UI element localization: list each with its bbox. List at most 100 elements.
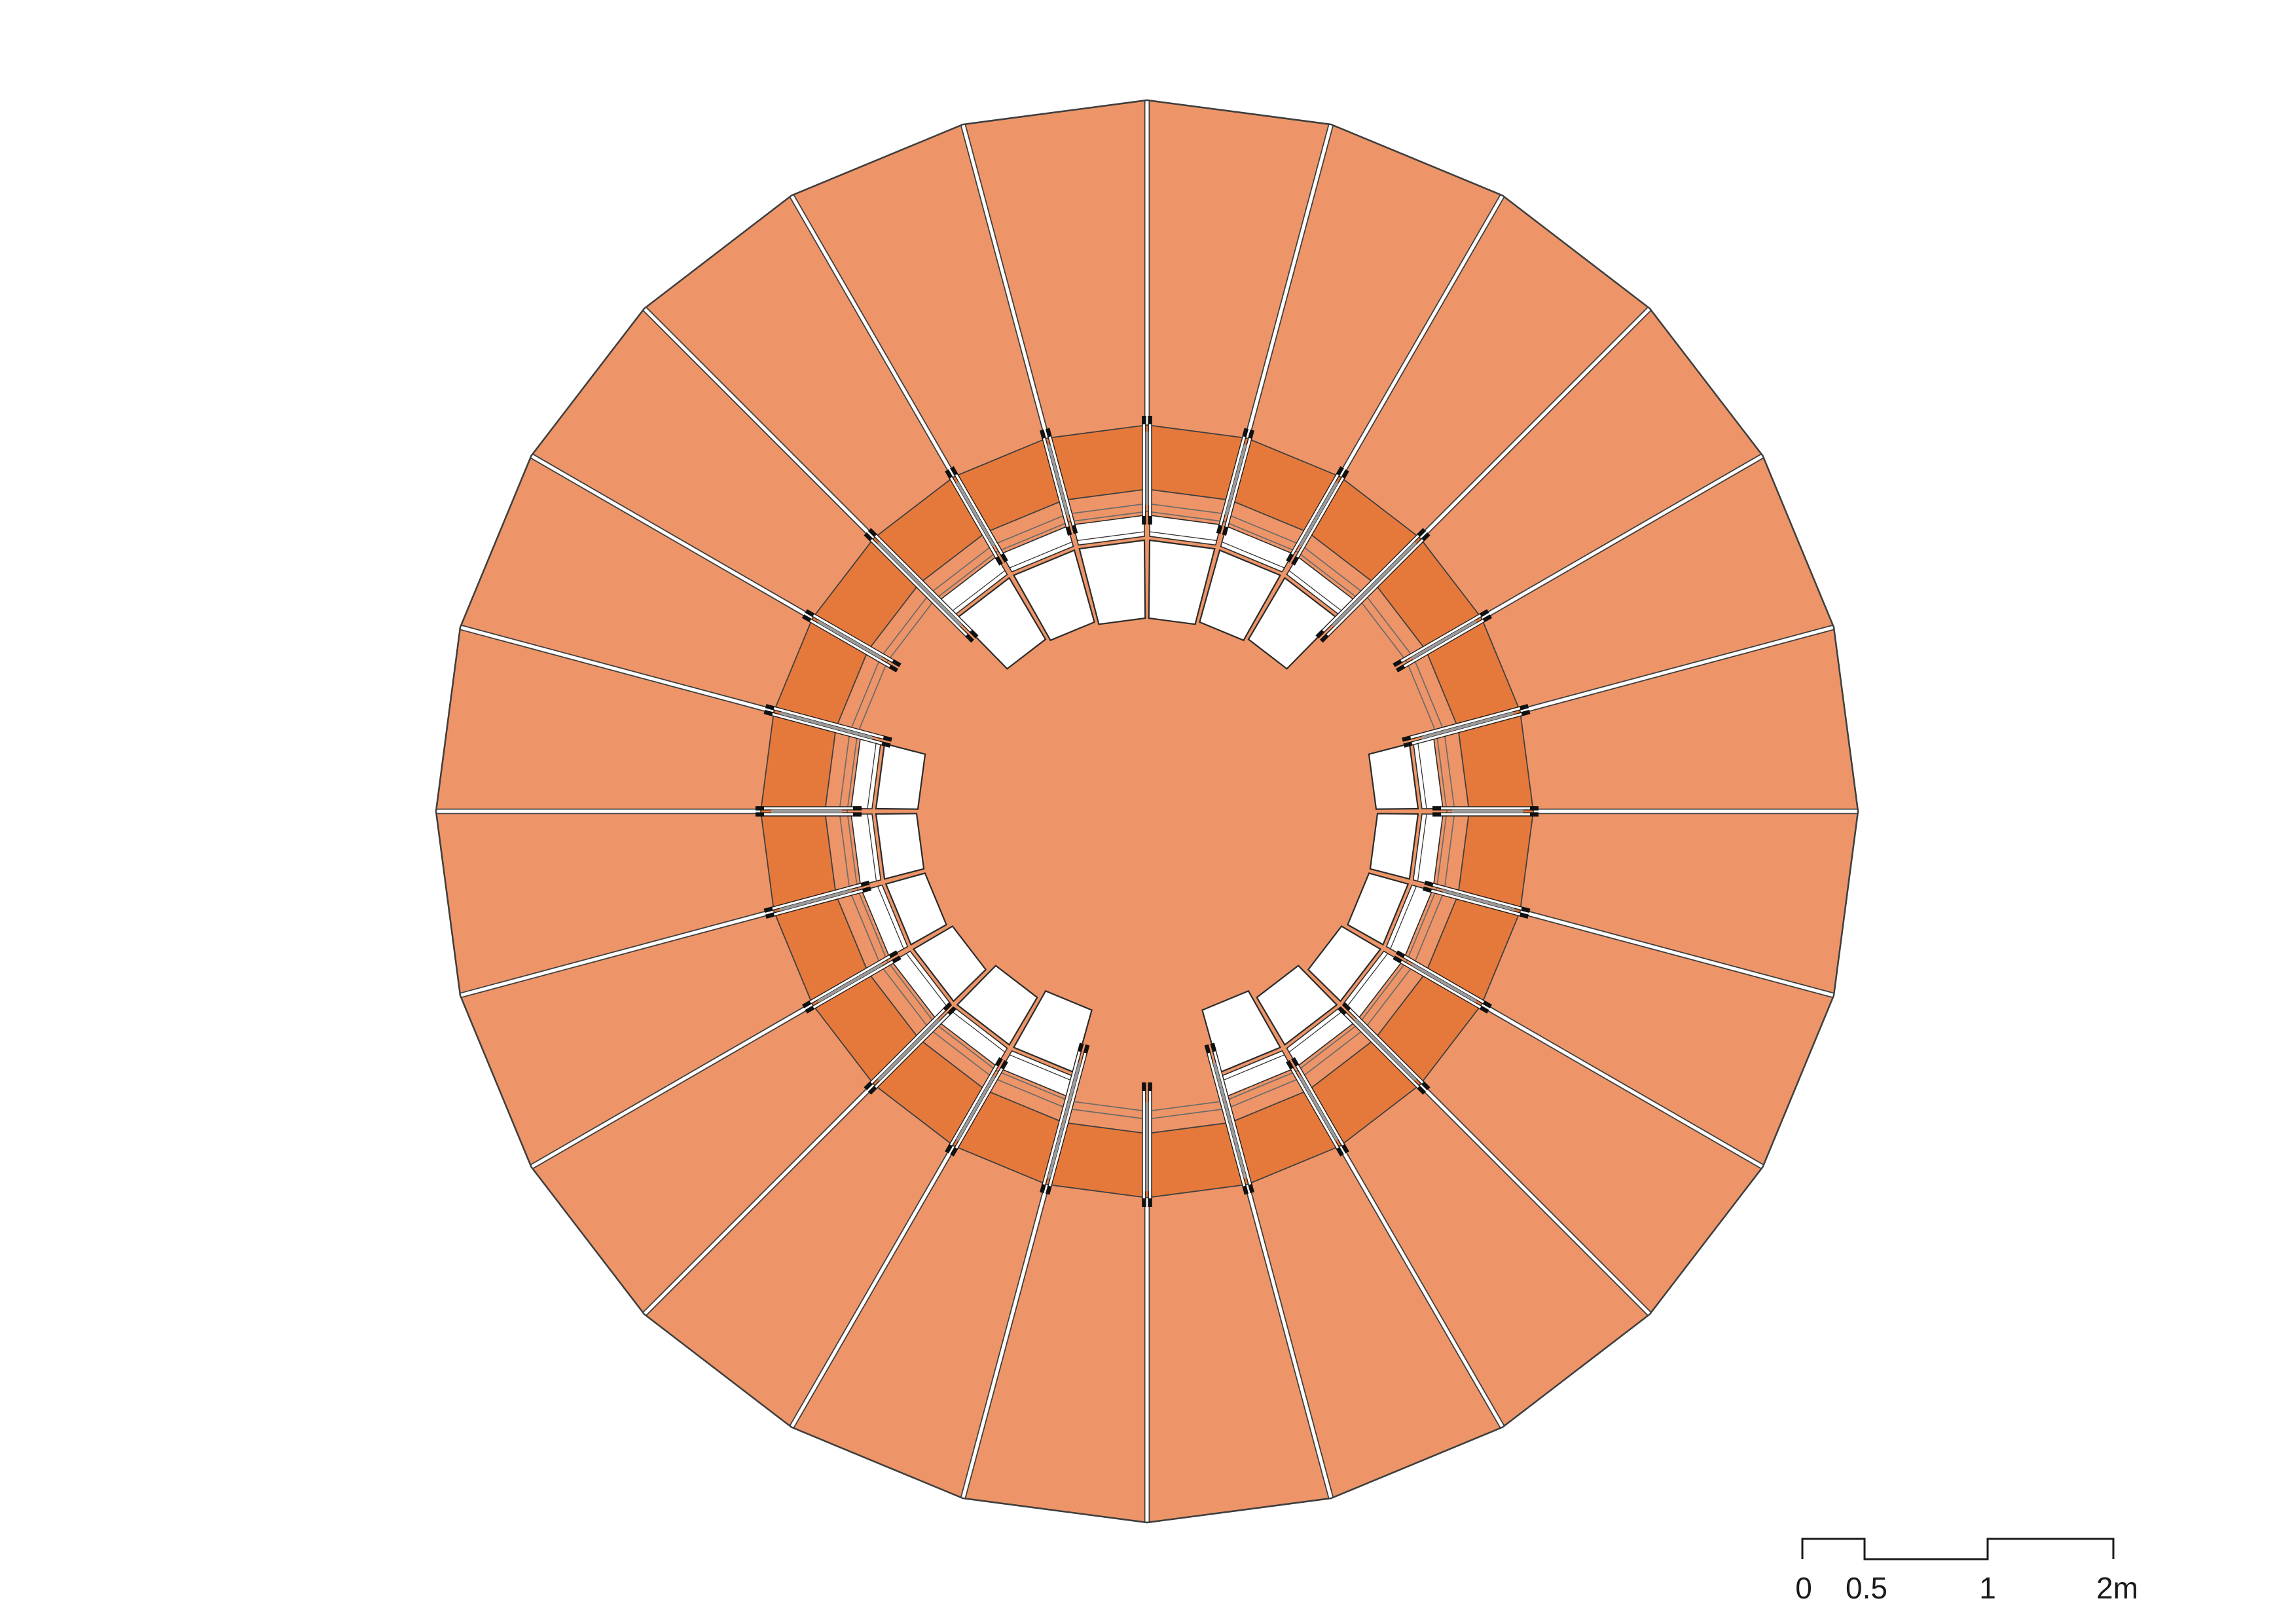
panel-band bbox=[850, 813, 882, 886]
beam-inner-cap bbox=[888, 664, 898, 673]
panel-band bbox=[1149, 515, 1222, 546]
panel-leaf bbox=[1148, 539, 1216, 625]
panel-leaf bbox=[1012, 989, 1093, 1074]
wedge-seam bbox=[460, 910, 774, 997]
interior-panels bbox=[850, 515, 1444, 1098]
panel-band-midline bbox=[1346, 953, 1389, 1008]
beam-core bbox=[956, 1076, 995, 1141]
panel-band-midline bbox=[867, 741, 877, 809]
beam-member bbox=[864, 532, 974, 642]
beam-outer-cap bbox=[1336, 1147, 1344, 1156]
beam-member bbox=[1316, 528, 1426, 638]
panel-band-midline bbox=[1009, 1054, 1072, 1081]
beam-inner-cap bbox=[1071, 525, 1078, 534]
rafter-beam bbox=[763, 880, 871, 919]
rafter-beam bbox=[945, 466, 1008, 566]
beam-member bbox=[1342, 1003, 1430, 1090]
panel-sector bbox=[1369, 813, 1444, 886]
panel-band-midline bbox=[1222, 542, 1285, 568]
rafter-beam bbox=[1216, 428, 1254, 536]
beam-inner-cap bbox=[1065, 526, 1072, 536]
rafter-beam bbox=[1423, 880, 1531, 919]
panel-leaf bbox=[1256, 965, 1338, 1046]
panel-band bbox=[861, 884, 909, 958]
beam-member bbox=[1292, 470, 1349, 565]
beam-inner-cap bbox=[881, 741, 891, 748]
rafter-beams bbox=[756, 416, 1539, 1207]
panel-band bbox=[1412, 813, 1444, 886]
panel-sector bbox=[850, 813, 925, 886]
beam-outer-cap bbox=[805, 609, 815, 618]
beam-outer-cap bbox=[1417, 528, 1427, 538]
panel-leaf bbox=[1012, 549, 1095, 642]
panel-sector bbox=[1072, 515, 1146, 625]
beam-inner-cap bbox=[1000, 553, 1008, 563]
beam-member bbox=[765, 705, 892, 741]
beam-member bbox=[1040, 1043, 1083, 1193]
outer-rim-line bbox=[435, 99, 1859, 1524]
wedge-seam bbox=[643, 307, 875, 540]
beam-member bbox=[945, 470, 1002, 565]
scale-bar bbox=[1801, 1538, 2115, 1560]
beam-inner-cap bbox=[892, 659, 902, 667]
beam-outer-cap bbox=[1046, 1185, 1052, 1195]
wedge-seam bbox=[1480, 1003, 1764, 1169]
beam-member bbox=[1321, 532, 1430, 642]
rafter-beam bbox=[864, 528, 979, 643]
beam-member bbox=[1040, 430, 1071, 536]
wedge-seam bbox=[790, 1145, 956, 1428]
beam-member bbox=[805, 956, 901, 1013]
scale-label-2m: 2m bbox=[2096, 1571, 2138, 1605]
panel-sector bbox=[1307, 925, 1403, 1020]
beam-core bbox=[1299, 1076, 1338, 1141]
beam-member bbox=[1393, 956, 1489, 1013]
panel-leaf bbox=[1201, 989, 1282, 1074]
beam-outer-cap bbox=[1248, 429, 1254, 439]
beam-core bbox=[1421, 711, 1514, 739]
beam-inner-cap bbox=[1315, 629, 1325, 638]
beam-member bbox=[1403, 710, 1531, 747]
beam-inner-cap bbox=[1423, 886, 1432, 893]
beam-core bbox=[1047, 1062, 1082, 1179]
scale-bar-line bbox=[1801, 1538, 2115, 1560]
beam-outer-cap bbox=[763, 906, 773, 913]
beam-member bbox=[1217, 428, 1248, 534]
beam-core bbox=[780, 889, 852, 912]
rafter-beam bbox=[1142, 1082, 1152, 1207]
panel-sector bbox=[861, 872, 947, 958]
beam-outer-cap bbox=[1341, 469, 1349, 479]
wedge-seam bbox=[530, 1003, 814, 1169]
rafter-beam bbox=[1432, 806, 1539, 817]
rafter-beam bbox=[1040, 1043, 1090, 1195]
beam-member bbox=[1338, 1006, 1426, 1094]
rafter-beam bbox=[1142, 416, 1152, 525]
panel-band bbox=[1072, 515, 1145, 546]
rafter-beam bbox=[1286, 466, 1349, 566]
rafter-beam bbox=[1393, 950, 1492, 1014]
beam-member bbox=[765, 887, 871, 918]
beam-inner-cap bbox=[1204, 1044, 1211, 1054]
beam-inner-cap bbox=[1077, 1043, 1084, 1052]
panel-band bbox=[1000, 525, 1074, 573]
beam-member bbox=[1292, 1058, 1349, 1153]
panel-sector bbox=[1148, 515, 1222, 625]
panel-leaf bbox=[875, 813, 925, 880]
beam-member bbox=[951, 1060, 1008, 1156]
beam-outer-cap bbox=[950, 1147, 958, 1156]
panel-band-midline bbox=[1288, 570, 1343, 612]
beam-outer-cap bbox=[864, 1081, 873, 1091]
scale-label-0: 0 bbox=[1795, 1571, 1812, 1605]
beam-outer-cap bbox=[1046, 428, 1052, 437]
beam-inner-cap bbox=[1083, 1044, 1090, 1054]
beam-core bbox=[780, 711, 873, 739]
beam-core bbox=[1332, 542, 1417, 627]
panel-band-midline bbox=[877, 886, 904, 950]
rafter-beam bbox=[945, 1057, 1008, 1156]
beam-outer-cap bbox=[763, 710, 773, 716]
beam-core bbox=[1047, 444, 1070, 516]
panel-band-midline bbox=[1077, 531, 1144, 542]
panel-leaf bbox=[956, 965, 1038, 1046]
panel-sector bbox=[1199, 525, 1294, 642]
beam-member bbox=[868, 1006, 956, 1094]
beam-inner-cap bbox=[994, 1057, 1003, 1067]
